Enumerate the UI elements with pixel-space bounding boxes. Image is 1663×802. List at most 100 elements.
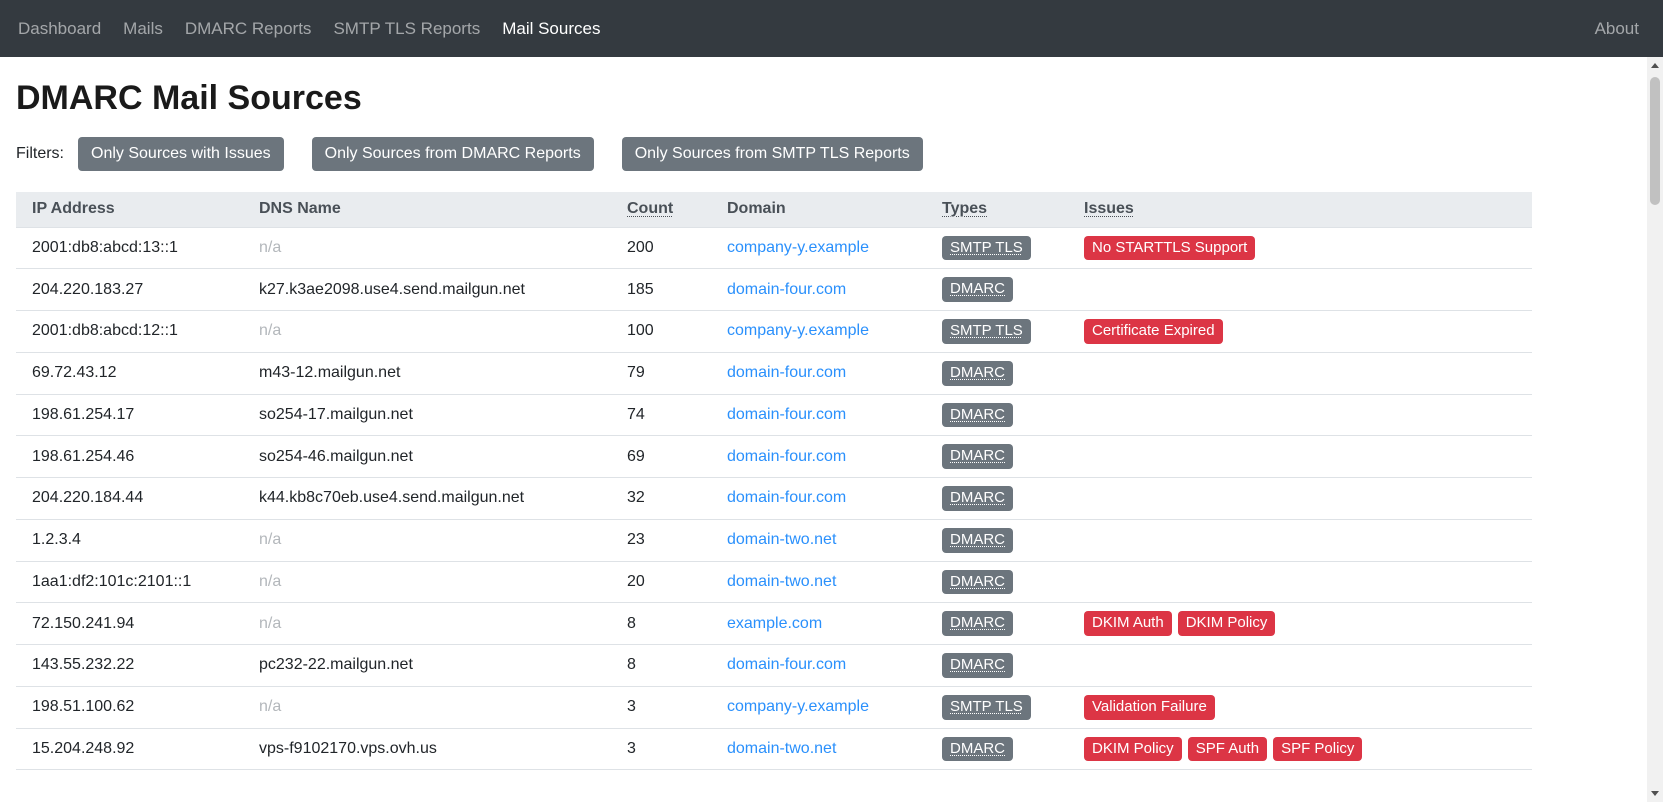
dns-name-cell: n/a (243, 310, 611, 353)
navbar: Dashboard Mails DMARC Reports SMTP TLS Repo… (0, 0, 1663, 57)
issue-badge-dkim-policy: DKIM Policy (1084, 736, 1182, 762)
domain-link[interactable]: domain-two.net (727, 739, 837, 757)
type-badge-dmarc[interactable]: DMARC (942, 277, 1013, 302)
scroll-down-icon[interactable] (1647, 785, 1663, 802)
sort-link-types[interactable]: Types (942, 200, 988, 218)
dns-name-cell: n/a (243, 227, 611, 270)
table-row: 204.220.183.27 k27.k3ae2098.use4.send.mai… (16, 268, 1532, 311)
type-badge-dmarc[interactable]: DMARC (942, 444, 1013, 469)
domain-link[interactable]: company-y.example (727, 238, 869, 256)
type-badge-dmarc[interactable]: DMARC (942, 611, 1013, 636)
nav-item-smtp-tls-reports[interactable]: SMTP TLS Reports (333, 18, 481, 38)
vertical-scrollbar[interactable] (1647, 57, 1663, 802)
type-badge-dmarc[interactable]: DMARC (942, 736, 1013, 762)
type-badge-dmarc[interactable]: DMARC (942, 527, 1013, 553)
ip-address-cell: 2001:db8:abcd:13::1 (16, 227, 243, 270)
type-badge-smtp-tls[interactable]: SMTP TLS (942, 694, 1031, 720)
domain-cell: domain-four.com (711, 435, 926, 478)
dns-name-cell: n/a (243, 519, 611, 562)
table-row: 69.72.43.12 m43-12.mailgun.net 79 domain-fo… (16, 352, 1532, 395)
type-badge-dmarc[interactable]: DMARC (942, 360, 1013, 386)
issues-cell (1068, 561, 1532, 604)
column-header-dns-name: DNS Name (243, 192, 611, 228)
ip-address-cell: 1.2.3.4 (16, 519, 243, 562)
filters-label: Filters: (16, 145, 64, 162)
types-cell: DMARC (926, 352, 1068, 395)
ip-address-cell: 198.51.100.62 (16, 686, 243, 729)
nav-item-about[interactable]: About (1594, 18, 1639, 38)
types-cell: DMARC (926, 435, 1068, 478)
nav-item-dashboard[interactable]: Dashboard (18, 18, 102, 38)
table-row: 2001:db8:abcd:12::1 n/a 100 company-y.examp… (16, 310, 1532, 353)
count-cell: 3 (611, 686, 711, 729)
issues-cell: No STARTTLS Support (1068, 227, 1532, 270)
issue-badge-dkim-policy: DKIM Policy (1177, 611, 1276, 636)
type-badge-smtp-tls[interactable]: SMTP TLS (942, 235, 1031, 261)
dns-name-cell: k44.kb8c70eb.use4.send.mailgun.net (243, 477, 611, 520)
issues-cell (1068, 644, 1532, 687)
domain-link[interactable]: example.com (727, 614, 823, 632)
table-row: 198.51.100.62 n/a 3 company-y.example SMTP T… (16, 686, 1532, 729)
issues-cell (1068, 477, 1532, 520)
nav-item-mails[interactable]: Mails (123, 18, 163, 38)
issues-cell (1068, 435, 1532, 478)
filter-button-only-sources-with-issues[interactable]: Only Sources with Issues (78, 137, 284, 171)
types-cell: SMTP TLS (926, 686, 1068, 729)
domain-link[interactable]: domain-two.net (727, 531, 837, 549)
type-badge-dmarc[interactable]: DMARC (942, 653, 1013, 678)
domain-link[interactable]: domain-four.com (727, 489, 847, 507)
ip-address-cell: 204.220.184.44 (16, 477, 243, 520)
scrollbar-thumb[interactable] (1650, 77, 1660, 205)
domain-link[interactable]: domain-two.net (727, 572, 837, 590)
issues-cell: Certificate Expired (1068, 310, 1532, 353)
sort-link-count[interactable]: Count (627, 200, 674, 218)
type-badge-smtp-tls[interactable]: SMTP TLS (942, 319, 1031, 344)
page-title: DMARC Mail Sources (16, 79, 362, 117)
domain-cell: domain-four.com (711, 268, 926, 311)
types-cell: SMTP TLS (926, 227, 1068, 270)
types-cell: DMARC (926, 477, 1068, 520)
filter-button-only-sources-from-smtp-tls-reports[interactable]: Only Sources from SMTP TLS Reports (621, 137, 923, 171)
dns-name-cell: n/a (243, 602, 611, 645)
nav-item-dmarc-reports[interactable]: DMARC Reports (184, 18, 312, 38)
table-row: 72.150.241.94 n/a 8 example.com DMARC DKIM Au… (16, 602, 1532, 645)
filters-row: Filters: Only Sources with Issues Only So… (16, 137, 1647, 171)
table-row: 198.61.254.17 so254-17.mailgun.net 74 domai… (16, 394, 1532, 437)
navbar-left: Dashboard Mails DMARC Reports SMTP TLS Repo… (18, 19, 600, 39)
type-badge-dmarc[interactable]: DMARC (942, 569, 1013, 595)
nav-item-mail-sources[interactable]: Mail Sources (502, 18, 601, 38)
mail-sources-table: IP Address DNS Name Count Domain Types Issues… (16, 192, 1532, 771)
issue-badge-spf-auth: SPF Auth (1187, 736, 1268, 762)
sort-link-issues[interactable]: Issues (1084, 200, 1134, 218)
ip-address-cell: 2001:db8:abcd:12::1 (16, 310, 243, 353)
column-header-types: Types (926, 192, 1068, 228)
type-badge-dmarc[interactable]: DMARC (942, 486, 1013, 511)
issues-cell: DKIM Policy SPF Auth SPF Policy (1068, 728, 1532, 771)
ip-address-cell: 198.61.254.17 (16, 394, 243, 437)
types-cell: DMARC (926, 394, 1068, 437)
domain-link[interactable]: company-y.example (727, 322, 869, 340)
domain-cell: domain-four.com (711, 394, 926, 437)
column-header-domain: Domain (711, 192, 926, 228)
ip-address-cell: 198.61.254.46 (16, 435, 243, 478)
type-badge-dmarc[interactable]: DMARC (942, 402, 1013, 428)
types-cell: DMARC (926, 602, 1068, 645)
domain-link[interactable]: domain-four.com (727, 280, 847, 298)
scroll-up-icon[interactable] (1647, 57, 1663, 74)
count-cell: 100 (611, 310, 711, 353)
table-body: 2001:db8:abcd:13::1 n/a 200 company-y.examp… (16, 227, 1532, 771)
count-cell: 32 (611, 477, 711, 520)
table-row: 1.2.3.4 n/a 23 domain-two.net DMARC (16, 519, 1532, 562)
issues-cell: Validation Failure (1068, 686, 1532, 729)
domain-link[interactable]: company-y.example (727, 698, 869, 716)
domain-link[interactable]: domain-four.com (727, 656, 847, 674)
domain-link[interactable]: domain-four.com (727, 405, 847, 423)
ip-address-cell: 1aa1:df2:101c:2101::1 (16, 561, 243, 604)
filter-button-only-sources-from-dmarc-reports[interactable]: Only Sources from DMARC Reports (311, 137, 594, 171)
column-label-ip-address: IP Address (32, 200, 115, 218)
types-cell: DMARC (926, 644, 1068, 687)
domain-link[interactable]: domain-four.com (727, 364, 847, 382)
domain-link[interactable]: domain-four.com (727, 447, 847, 465)
table-row: 1aa1:df2:101c:2101::1 n/a 20 domain-two.net… (16, 561, 1532, 604)
count-cell: 74 (611, 394, 711, 437)
